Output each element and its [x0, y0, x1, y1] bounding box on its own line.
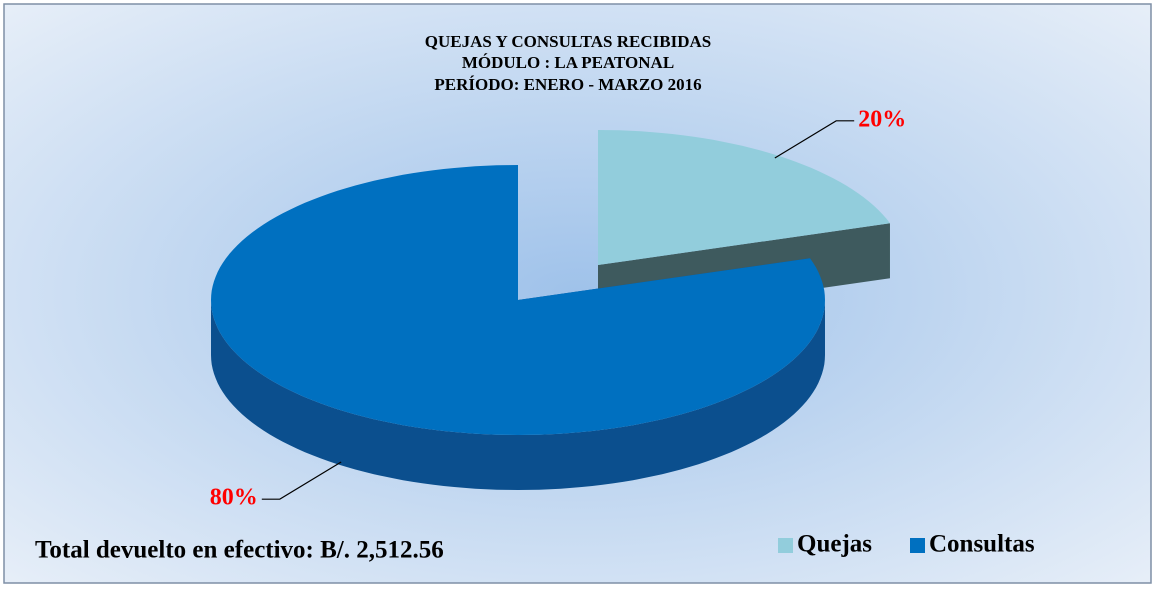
chart-title: PERÍODO: ENERO - MARZO 2016	[434, 75, 701, 94]
annotation: Total devuelto en efectivo: B/. 2,512.56	[35, 537, 444, 564]
leader-line	[261, 461, 342, 500]
data-label: 80%	[210, 485, 258, 511]
data-label: 20%	[858, 106, 906, 132]
chart-title: QUEJAS Y CONSULTAS RECIBIDAS	[425, 32, 711, 51]
legend-swatch	[910, 538, 925, 553]
legend-label: Quejas	[797, 531, 872, 558]
legend-label: Consultas	[929, 531, 1035, 558]
slice-side	[211, 300, 825, 490]
slice	[598, 130, 890, 265]
slice	[211, 165, 825, 435]
chart-title: MÓDULO : LA PEATONAL	[462, 53, 674, 72]
leader-line	[774, 120, 855, 159]
legend-swatch	[778, 538, 793, 553]
